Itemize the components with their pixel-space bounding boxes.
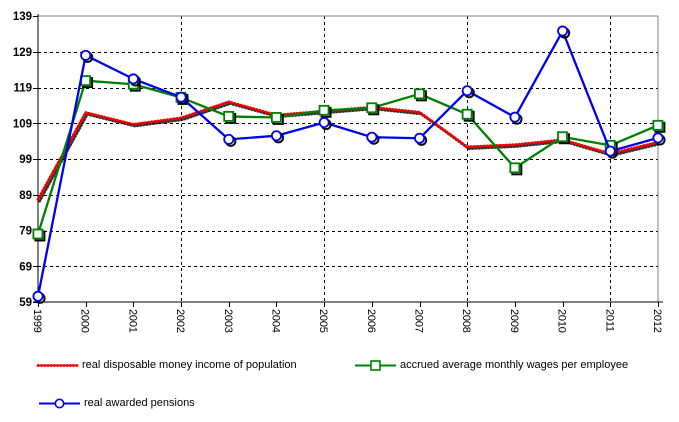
circle-marker [461, 85, 473, 97]
legend-swatch-dotted-red-icon [36, 364, 79, 367]
circle-marker [223, 133, 235, 145]
circle-marker [175, 91, 187, 103]
svg-text:69: 69 [19, 261, 32, 273]
svg-text:89: 89 [19, 190, 32, 202]
legend-label-wages: accrued average monthly wages per employ… [400, 359, 629, 371]
svg-text:129: 129 [13, 47, 32, 59]
svg-text:119: 119 [13, 83, 32, 95]
svg-text:2003: 2003 [222, 309, 234, 333]
svg-text:2007: 2007 [413, 309, 425, 333]
circle-marker [270, 130, 282, 142]
svg-text:2008: 2008 [460, 309, 472, 333]
svg-text:2004: 2004 [269, 309, 281, 333]
circle-marker [32, 290, 44, 302]
circle-marker [366, 131, 378, 143]
square-marker [509, 162, 521, 174]
circle-marker [557, 25, 569, 37]
circle-marker [318, 117, 330, 129]
svg-text:2006: 2006 [365, 309, 377, 333]
svg-text:2012: 2012 [651, 309, 663, 333]
svg-text:2000: 2000 [79, 309, 91, 333]
svg-text:2011: 2011 [603, 309, 615, 332]
series-1 [32, 75, 666, 242]
axes [33, 14, 663, 307]
square-marker [461, 108, 473, 120]
svg-text:79: 79 [19, 226, 32, 238]
series-2 [32, 25, 666, 304]
svg-text:2009: 2009 [508, 309, 520, 333]
legend-label-pensions: real awarded pensions [84, 397, 195, 409]
square-marker [223, 110, 235, 122]
svg-text:2002: 2002 [174, 309, 186, 333]
legend-item-wages: accrued average monthly wages per employ… [354, 359, 628, 372]
legend-swatch-blue-circle-icon [39, 398, 80, 409]
gridlines [38, 16, 658, 302]
circle-marker [652, 132, 664, 144]
legend-item-income: real disposable money income of populati… [36, 359, 297, 372]
plot-border [38, 15, 659, 302]
svg-text:2001: 2001 [126, 309, 138, 333]
svg-text:2010: 2010 [556, 309, 568, 333]
square-marker [32, 228, 44, 240]
plot-area: 59 69 79 89 99 109 119 129 139 1999 2000 2001 2002 20… [13, 11, 666, 333]
square-marker [366, 102, 378, 114]
y-axis-labels: 59 69 79 89 99 109 119 129 139 [13, 11, 32, 309]
series-0 [36, 100, 661, 203]
svg-text:99: 99 [19, 154, 32, 166]
svg-text:109: 109 [13, 118, 32, 130]
svg-text:2005: 2005 [317, 309, 329, 333]
circle-marker [509, 111, 521, 123]
x-axis-labels: 1999 2000 2001 2002 2003 2004 2005 2006 2007 2008… [31, 309, 663, 333]
svg-text:139: 139 [13, 11, 32, 23]
circle-marker [604, 145, 616, 157]
svg-text:59: 59 [19, 297, 32, 309]
square-marker [414, 88, 425, 100]
legend-label-income: real disposable money income of populati… [82, 359, 297, 371]
svg-text:1999: 1999 [31, 309, 43, 333]
circle-marker [414, 132, 426, 144]
legend-item-pensions: real awarded pensions [38, 397, 195, 410]
circle-marker [80, 49, 92, 61]
square-marker [270, 112, 282, 123]
square-marker [557, 131, 568, 143]
legend-swatch-green-square-icon [355, 360, 396, 371]
square-marker [652, 119, 664, 131]
square-marker [318, 104, 330, 116]
circle-marker [127, 73, 139, 85]
